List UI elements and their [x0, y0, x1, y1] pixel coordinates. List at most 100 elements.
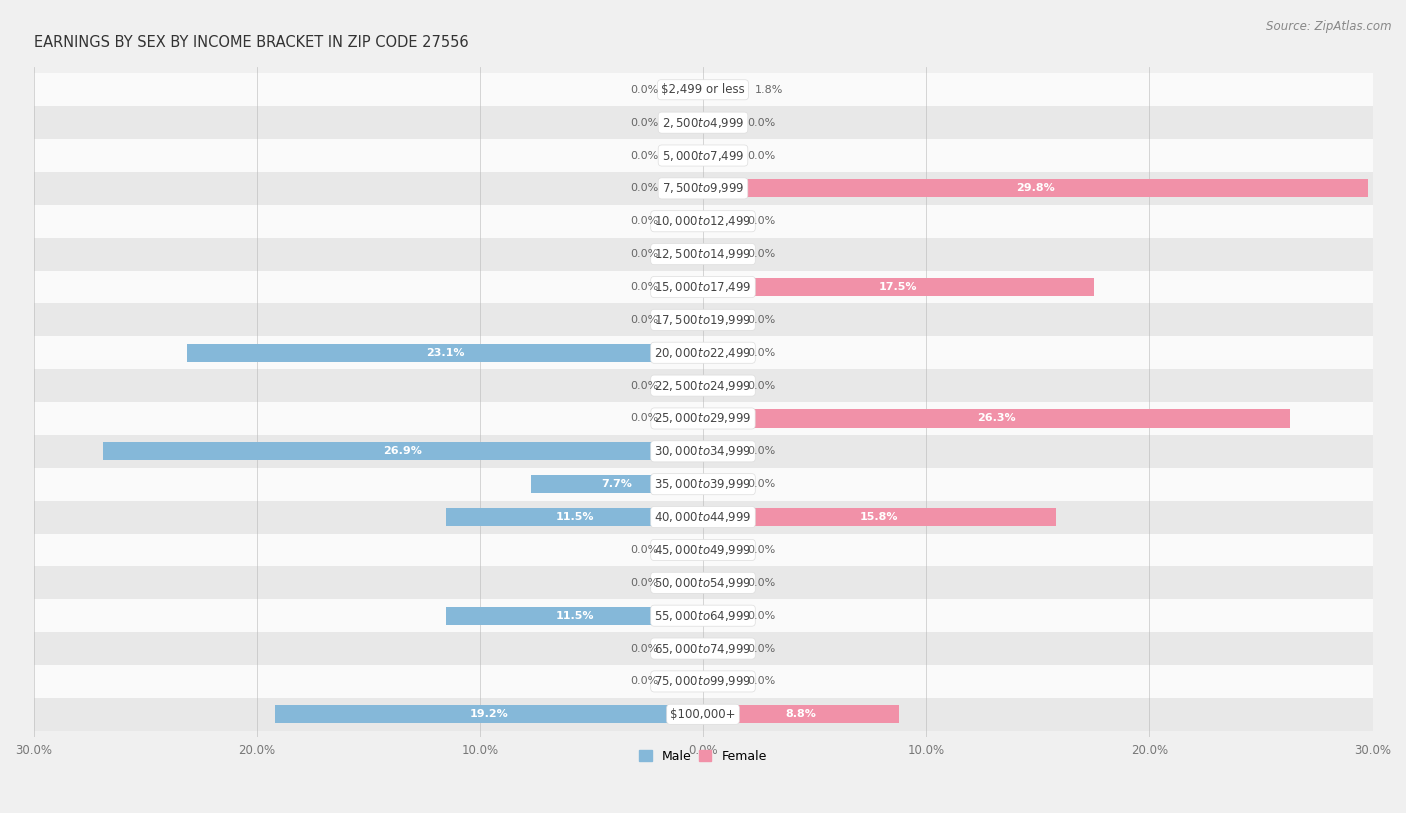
Legend: Male, Female: Male, Female	[634, 745, 772, 768]
Bar	[703, 311, 737, 329]
Bar	[669, 278, 703, 296]
Text: 7.7%: 7.7%	[602, 479, 633, 489]
Bar	[103, 442, 703, 460]
Text: $35,000 to $39,999: $35,000 to $39,999	[654, 477, 752, 491]
Text: 0.0%: 0.0%	[630, 249, 658, 259]
Text: 0.0%: 0.0%	[630, 578, 658, 588]
Bar	[703, 475, 737, 493]
Text: 0.0%: 0.0%	[748, 315, 776, 325]
Bar	[34, 402, 1372, 435]
Text: $45,000 to $49,999: $45,000 to $49,999	[654, 543, 752, 557]
Bar	[669, 180, 703, 198]
Bar	[703, 80, 744, 99]
Text: $10,000 to $12,499: $10,000 to $12,499	[654, 215, 752, 228]
Bar	[703, 541, 737, 559]
Text: 0.0%: 0.0%	[630, 644, 658, 654]
Text: 11.5%: 11.5%	[555, 512, 593, 522]
Text: $65,000 to $74,999: $65,000 to $74,999	[654, 641, 752, 655]
Bar	[703, 114, 737, 132]
Text: 0.0%: 0.0%	[630, 282, 658, 292]
Text: $20,000 to $22,499: $20,000 to $22,499	[654, 346, 752, 359]
Text: $2,499 or less: $2,499 or less	[661, 83, 745, 96]
Text: $12,500 to $14,999: $12,500 to $14,999	[654, 247, 752, 261]
Text: 23.1%: 23.1%	[426, 348, 464, 358]
Text: EARNINGS BY SEX BY INCOME BRACKET IN ZIP CODE 27556: EARNINGS BY SEX BY INCOME BRACKET IN ZIP…	[34, 35, 468, 50]
Text: 0.0%: 0.0%	[748, 676, 776, 686]
Bar	[446, 606, 703, 624]
Text: 0.0%: 0.0%	[748, 545, 776, 555]
Text: 0.0%: 0.0%	[748, 479, 776, 489]
Text: $22,500 to $24,999: $22,500 to $24,999	[654, 379, 752, 393]
Text: 0.0%: 0.0%	[630, 216, 658, 226]
Bar	[703, 442, 737, 460]
Bar	[669, 410, 703, 428]
Text: $7,500 to $9,999: $7,500 to $9,999	[662, 181, 744, 195]
Bar	[34, 633, 1372, 665]
Bar	[703, 574, 737, 592]
Text: 0.0%: 0.0%	[748, 446, 776, 456]
Bar	[34, 665, 1372, 698]
Bar	[34, 107, 1372, 139]
Text: 0.0%: 0.0%	[748, 380, 776, 390]
Bar	[669, 574, 703, 592]
Bar	[34, 567, 1372, 599]
Text: $75,000 to $99,999: $75,000 to $99,999	[654, 675, 752, 689]
Text: 0.0%: 0.0%	[748, 216, 776, 226]
Bar	[703, 640, 737, 658]
Bar	[703, 146, 737, 164]
Bar	[187, 344, 703, 362]
Bar	[703, 278, 1094, 296]
Text: $40,000 to $44,999: $40,000 to $44,999	[654, 510, 752, 524]
Bar	[34, 303, 1372, 337]
Bar	[34, 369, 1372, 402]
Text: $25,000 to $29,999: $25,000 to $29,999	[654, 411, 752, 425]
Bar	[669, 212, 703, 230]
Text: $5,000 to $7,499: $5,000 to $7,499	[662, 149, 744, 163]
Text: $15,000 to $17,499: $15,000 to $17,499	[654, 280, 752, 294]
Text: 0.0%: 0.0%	[630, 545, 658, 555]
Bar	[703, 245, 737, 263]
Text: 0.0%: 0.0%	[630, 118, 658, 128]
Text: $2,500 to $4,999: $2,500 to $4,999	[662, 115, 744, 129]
Bar	[703, 180, 1368, 198]
Text: 0.0%: 0.0%	[748, 348, 776, 358]
Bar	[34, 533, 1372, 567]
Bar	[34, 139, 1372, 172]
Text: 1.8%: 1.8%	[755, 85, 783, 95]
Bar	[703, 410, 1289, 428]
Bar	[34, 73, 1372, 107]
Text: 0.0%: 0.0%	[748, 644, 776, 654]
Text: 0.0%: 0.0%	[630, 676, 658, 686]
Bar	[669, 245, 703, 263]
Bar	[703, 376, 737, 394]
Text: Source: ZipAtlas.com: Source: ZipAtlas.com	[1267, 20, 1392, 33]
Text: 0.0%: 0.0%	[748, 249, 776, 259]
Bar	[531, 475, 703, 493]
Text: 0.0%: 0.0%	[748, 578, 776, 588]
Bar	[34, 467, 1372, 501]
Bar	[669, 640, 703, 658]
Text: 17.5%: 17.5%	[879, 282, 918, 292]
Bar	[669, 80, 703, 99]
Text: 0.0%: 0.0%	[630, 150, 658, 160]
Text: 26.9%: 26.9%	[384, 446, 422, 456]
Bar	[703, 508, 1056, 526]
Text: 0.0%: 0.0%	[630, 85, 658, 95]
Text: 19.2%: 19.2%	[470, 709, 508, 720]
Bar	[669, 114, 703, 132]
Bar	[703, 672, 737, 690]
Bar	[669, 146, 703, 164]
Text: 29.8%: 29.8%	[1017, 184, 1054, 193]
Text: 0.0%: 0.0%	[748, 150, 776, 160]
Bar	[669, 311, 703, 329]
Bar	[703, 344, 737, 362]
Text: 0.0%: 0.0%	[748, 118, 776, 128]
Bar	[34, 271, 1372, 303]
Bar	[34, 501, 1372, 533]
Bar	[669, 541, 703, 559]
Text: 0.0%: 0.0%	[630, 414, 658, 424]
Bar	[34, 337, 1372, 369]
Bar	[34, 599, 1372, 633]
Text: 0.0%: 0.0%	[748, 611, 776, 620]
Text: $30,000 to $34,999: $30,000 to $34,999	[654, 445, 752, 459]
